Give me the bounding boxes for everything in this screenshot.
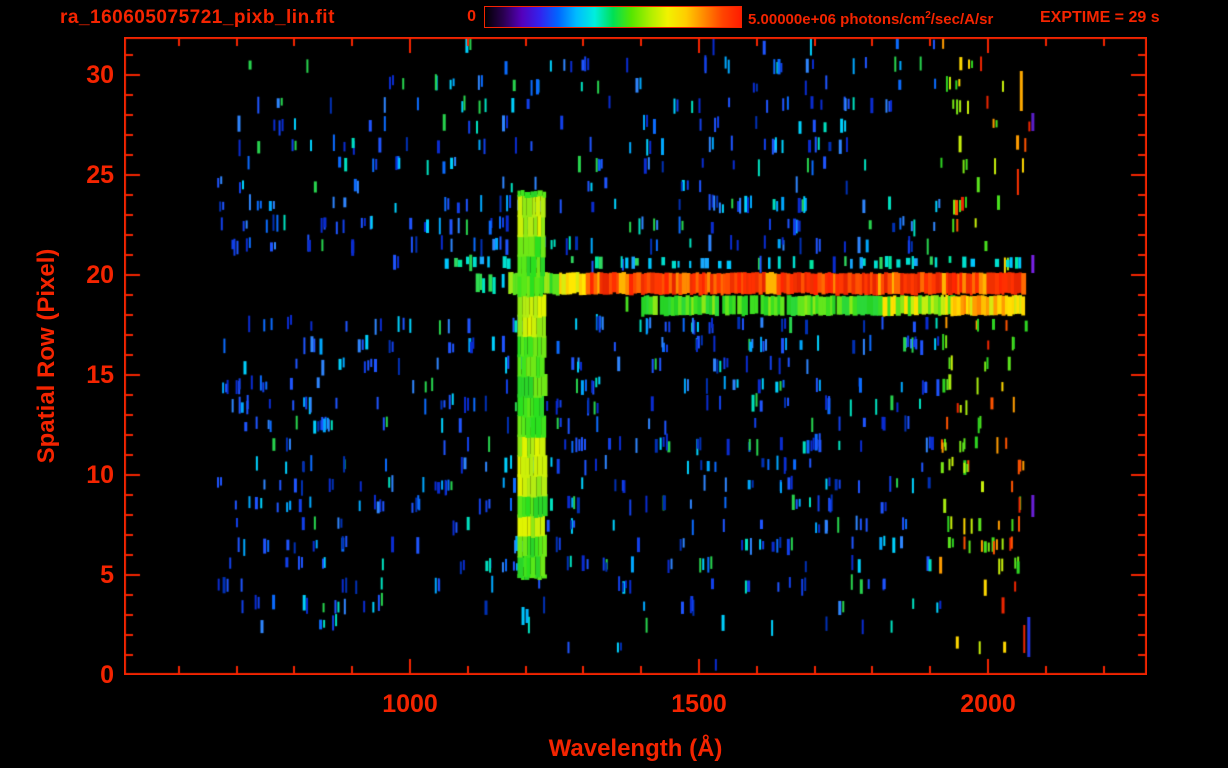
x-tick-label: 1000 [382,690,438,718]
colorbar-units-text: 5.00000e+06 photons/cm [748,11,926,28]
colorbar-gradient [484,6,742,28]
file-title: ra_160605075721_pixb_lin.fit [60,7,335,28]
exptime-label: EXPTIME = 29 s [1040,9,1160,26]
colorbar-max-label: 5.00000e+06 photons/cm2/sec/A/sr [748,10,993,28]
y-tick-label: 0 [100,661,114,689]
y-tick-label: 15 [86,361,114,389]
y-tick-label: 25 [86,161,114,189]
y-axis-title: Spatial Row (Pixel) [33,248,60,464]
x-axis-title: Wavelength (Å) [548,735,723,762]
x-tick-label: 1500 [671,690,727,718]
colorbar-min-label: 0 [467,8,476,25]
spectrogram-canvas [124,37,1147,675]
y-tick-label: 20 [86,261,114,289]
x-tick-label: 2000 [960,690,1016,718]
colorbar-units-suffix: /sec/A/sr [930,11,994,28]
y-tick-label: 5 [100,561,114,589]
colorbar-units-superscript: 2 [925,10,931,21]
y-tick-label: 10 [86,461,114,489]
y-tick-label: 30 [86,61,114,89]
